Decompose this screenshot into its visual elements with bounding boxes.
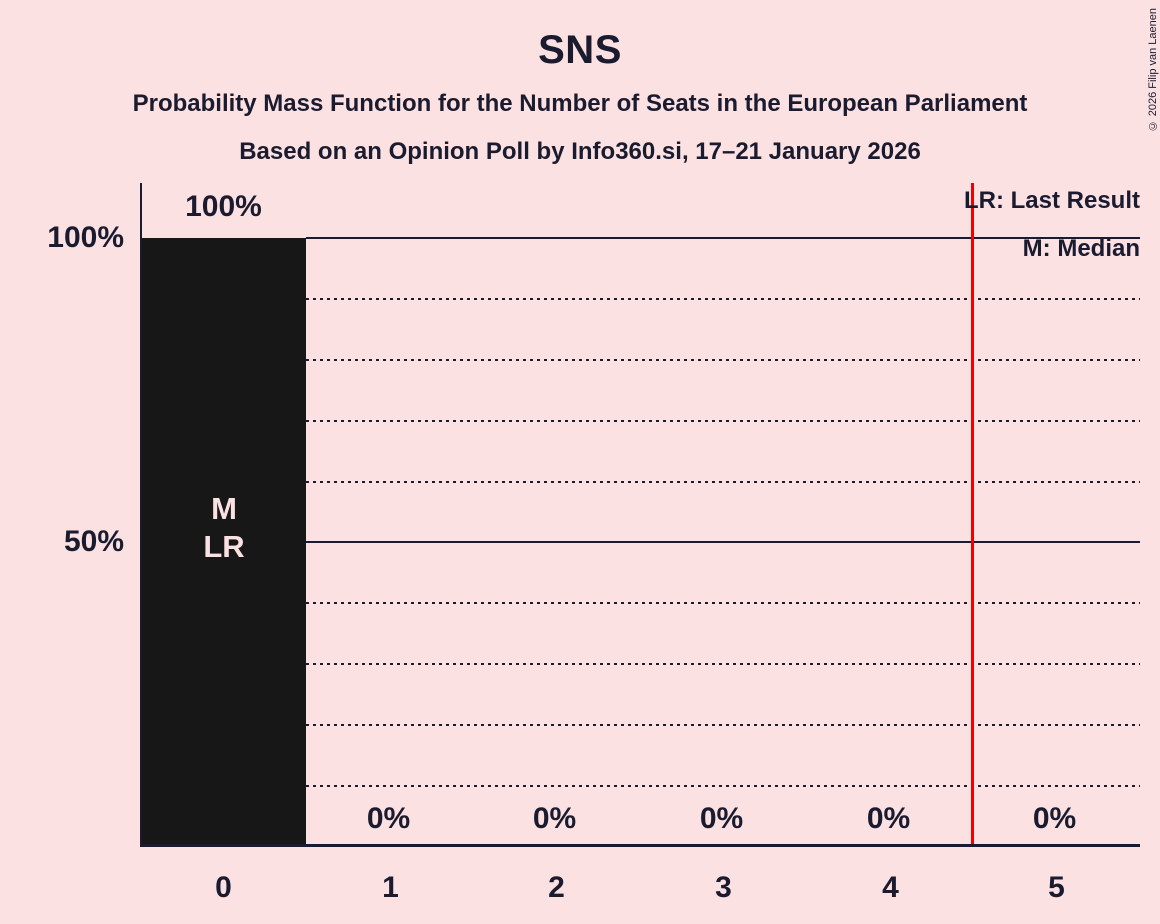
chart-subtitle: Probability Mass Function for the Number… <box>132 90 1028 117</box>
bar-value-label-0: 100% <box>185 190 262 223</box>
chart-source-line: Based on an Opinion Poll by Info360.si, … <box>239 138 921 165</box>
x-axis-label-1: 1 <box>382 871 399 904</box>
bar-value-label-1: 0% <box>366 802 411 835</box>
gridline-dotted-30 <box>306 663 1140 665</box>
gridline-dotted-80 <box>306 359 1140 361</box>
x-axis-label-3: 3 <box>715 871 732 904</box>
y-axis-label-100: 100% <box>47 221 124 254</box>
x-axis-label-2: 2 <box>548 871 565 904</box>
copyright-notice: © 2026 Filip van Laenen <box>1147 8 1159 132</box>
bar-value-label-2: 0% <box>532 802 577 835</box>
y-axis-label-50: 50% <box>63 525 124 558</box>
legend-last-result: LR: Last Result <box>963 187 1140 214</box>
bar-value-label-4: 0% <box>866 802 911 835</box>
bar-marker-stack: M LR <box>203 490 244 566</box>
y-axis-line <box>140 183 142 847</box>
median-marker: M <box>211 490 237 526</box>
last-result-marker: LR <box>203 528 245 564</box>
x-axis-label-5: 5 <box>1048 871 1065 904</box>
gridline-solid-100 <box>306 237 1140 239</box>
gridline-dotted-90 <box>306 298 1140 300</box>
gridline-dotted-60 <box>306 481 1140 483</box>
legend-median: M: Median <box>1022 235 1140 262</box>
bar-value-label-5: 0% <box>1032 802 1077 835</box>
gridline-dotted-70 <box>306 420 1140 422</box>
gridline-dotted-20 <box>306 724 1140 726</box>
gridline-dotted-40 <box>306 602 1140 604</box>
page-title: SNS <box>538 28 622 72</box>
plot-area: M LR 100% 0% 0% 0% 0% 0% <box>140 183 1140 847</box>
gridline-solid-50 <box>306 541 1140 543</box>
x-axis-line <box>140 844 1140 847</box>
bar-value-label-3: 0% <box>699 802 744 835</box>
probability-bar-seats-0: M LR <box>142 238 306 847</box>
gridline-dotted-10 <box>306 785 1140 787</box>
last-result-line <box>971 183 974 847</box>
x-axis-label-4: 4 <box>882 871 899 904</box>
x-axis-label-0: 0 <box>215 871 232 904</box>
